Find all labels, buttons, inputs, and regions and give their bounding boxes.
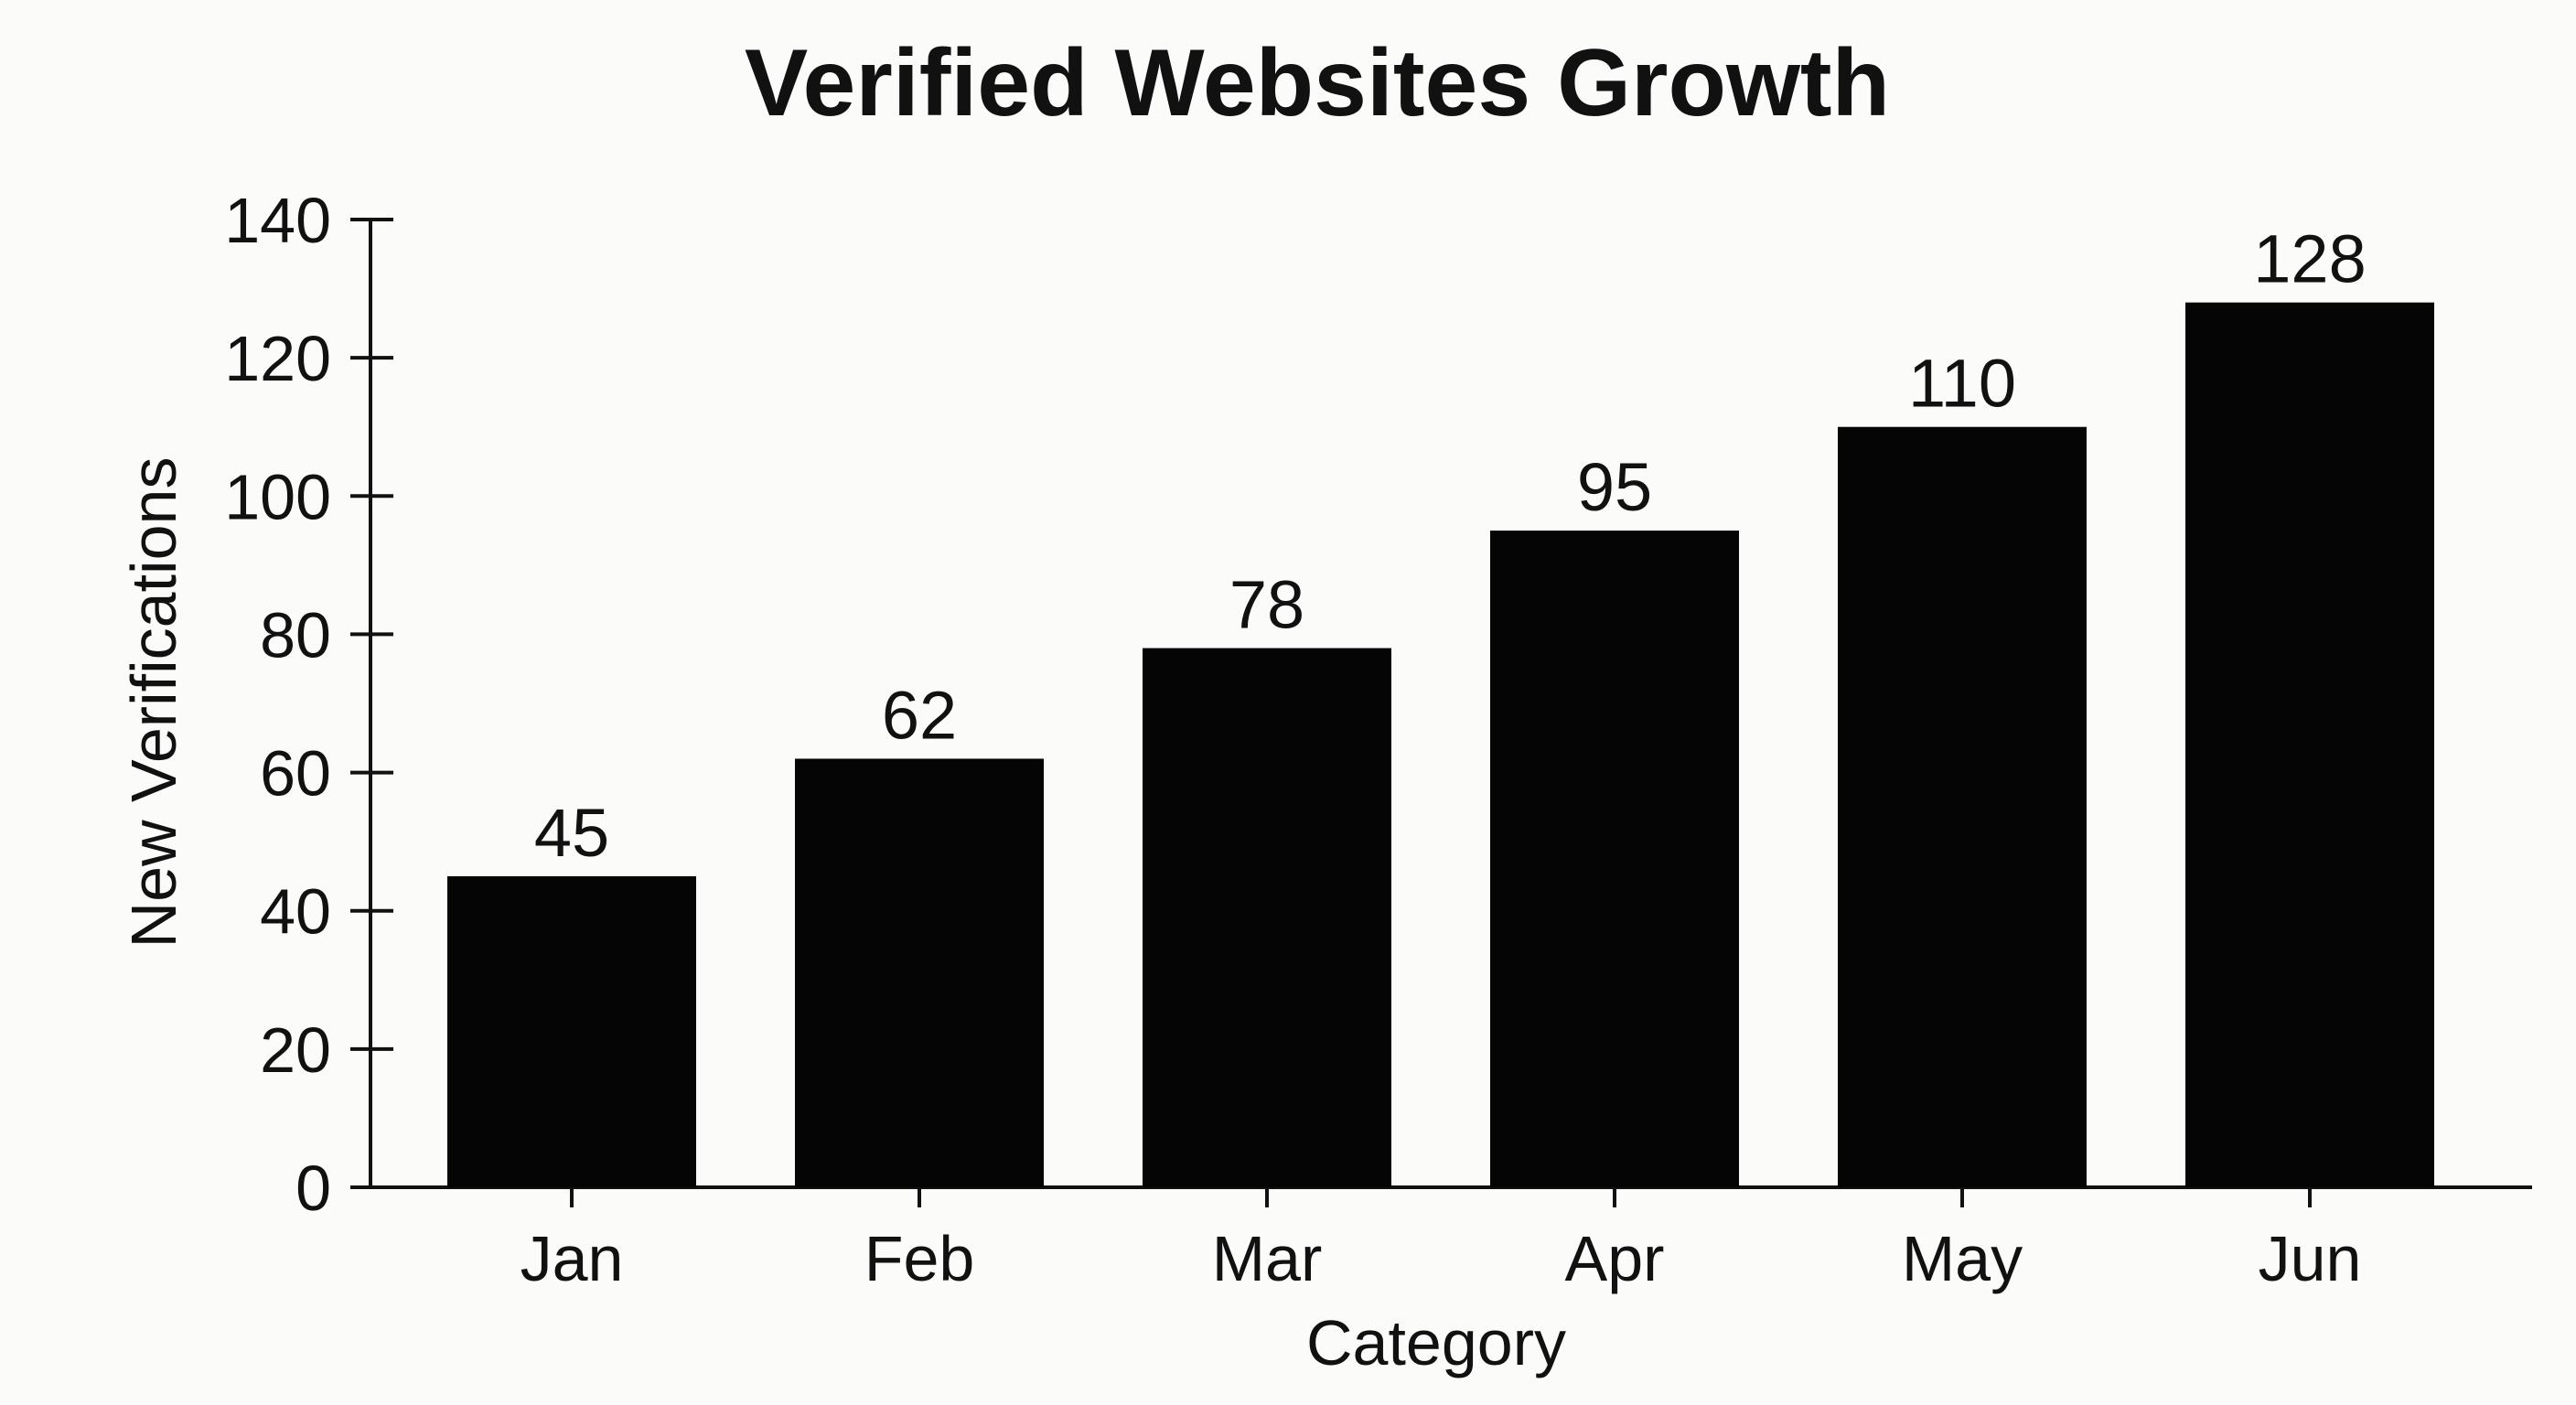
x-tick-label: Mar bbox=[1212, 1223, 1323, 1294]
bar-jan bbox=[447, 875, 696, 1187]
bar-apr bbox=[1490, 531, 1739, 1187]
y-tick-label: 120 bbox=[224, 323, 331, 394]
data-label: 110 bbox=[1908, 346, 2016, 422]
y-tick-label: 40 bbox=[260, 876, 331, 948]
data-label: 95 bbox=[1577, 449, 1652, 525]
x-tick-label: Jan bbox=[521, 1223, 624, 1294]
bar-feb bbox=[795, 758, 1044, 1187]
chart-title: Verified Websites Growth bbox=[745, 30, 1890, 136]
data-label: 45 bbox=[534, 795, 609, 871]
y-tick-label: 80 bbox=[260, 599, 331, 670]
bars bbox=[447, 302, 2434, 1188]
y-tick-label: 60 bbox=[260, 738, 331, 810]
bar-jun bbox=[2185, 302, 2434, 1188]
x-tick-label: Apr bbox=[1565, 1223, 1665, 1294]
bar-mar bbox=[1143, 648, 1391, 1187]
y-tick-label: 20 bbox=[260, 1014, 331, 1086]
y-axis-label: New Verifications bbox=[118, 457, 189, 949]
y-tick-label: 140 bbox=[224, 185, 331, 256]
x-tick-label: Jun bbox=[2259, 1223, 2362, 1294]
x-tick-label: May bbox=[1902, 1223, 2023, 1294]
x-axis-label: Category bbox=[1306, 1307, 1566, 1378]
data-labels: 45 62 78 95 110 128 bbox=[534, 221, 2367, 871]
y-tick-label: 100 bbox=[224, 461, 331, 532]
data-label: 78 bbox=[1229, 567, 1304, 643]
data-label: 62 bbox=[882, 677, 957, 753]
ticks: 0 20 40 60 80 100 120 140 Jan Feb Mar Apr May Jun bbox=[224, 185, 2361, 1294]
y-tick-label: 0 bbox=[295, 1153, 331, 1224]
x-tick-label: Feb bbox=[864, 1223, 975, 1294]
axes bbox=[350, 220, 2532, 1189]
bar-may bbox=[1838, 426, 2087, 1187]
data-label: 128 bbox=[2253, 221, 2366, 297]
